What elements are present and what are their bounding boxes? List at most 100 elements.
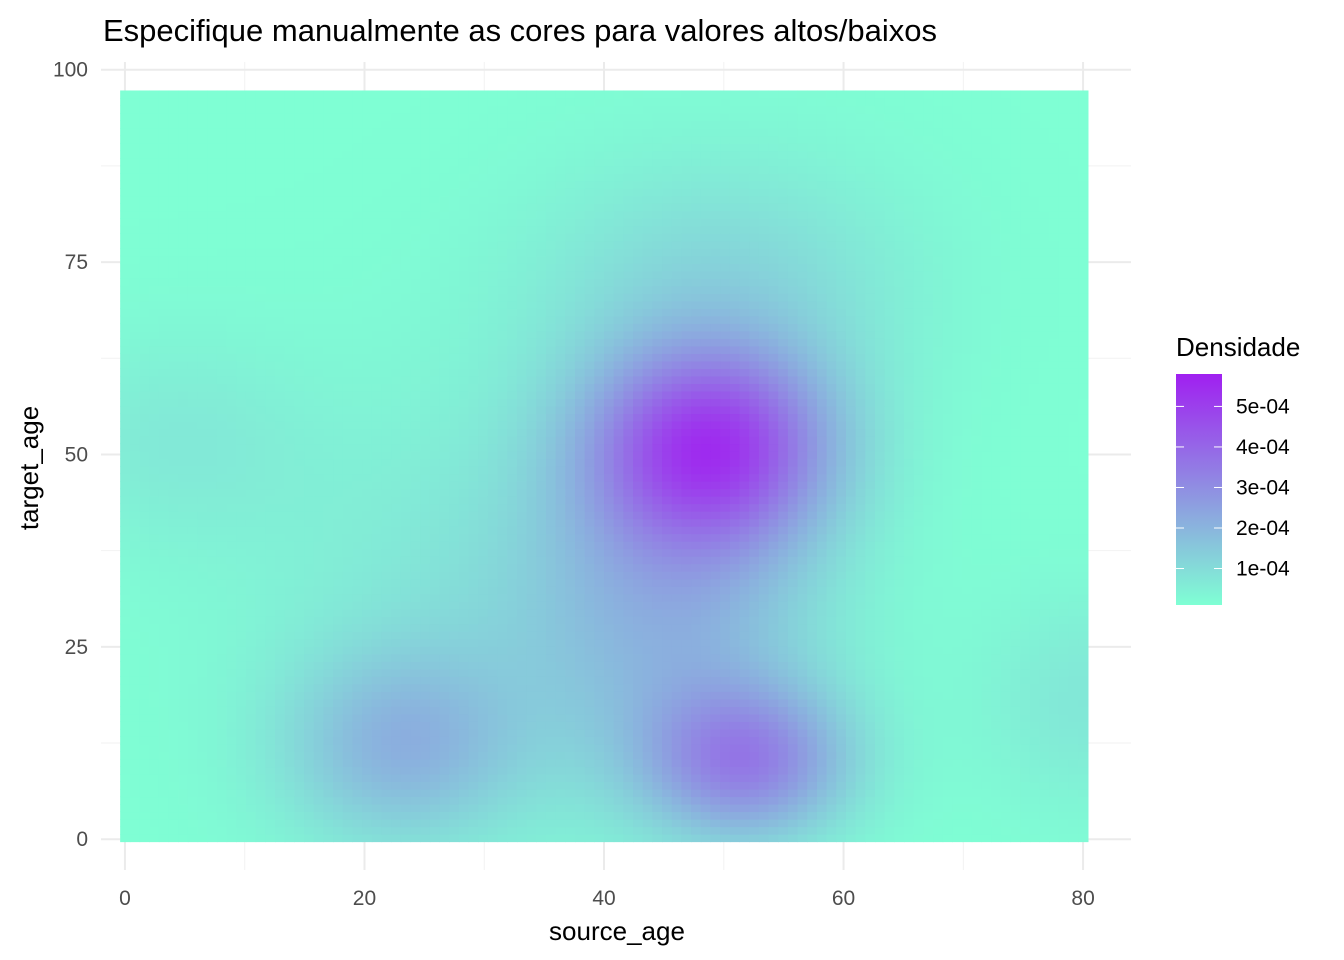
heatmap-tile (497, 713, 508, 722)
heatmap-tile (526, 450, 537, 460)
heatmap-tile (381, 428, 392, 437)
heatmap-tile (381, 826, 392, 835)
heatmap-tile (526, 653, 537, 662)
heatmap-tile (536, 766, 547, 775)
heatmap-tile (439, 165, 450, 174)
heatmap-tile (245, 375, 257, 384)
heatmap-tile (168, 270, 179, 279)
heatmap-tile (400, 255, 412, 264)
heatmap-tile (265, 826, 276, 835)
heatmap-tile (120, 233, 131, 242)
heatmap-tile (168, 661, 179, 670)
heatmap-tile (458, 435, 470, 445)
heatmap-tile (429, 188, 441, 197)
heatmap-tile (458, 571, 470, 580)
heatmap-tile (410, 105, 421, 114)
heatmap-tile (313, 420, 324, 430)
heatmap-tile (410, 638, 421, 647)
heatmap-tile (468, 338, 479, 347)
heatmap-tile (536, 360, 547, 369)
heatmap-tile (478, 323, 489, 332)
heatmap-tile (352, 150, 363, 159)
heatmap-tile (216, 158, 228, 167)
heatmap-tile (129, 834, 141, 843)
heatmap-tile (536, 383, 547, 392)
heatmap-tile (236, 97, 247, 107)
heatmap-tile (216, 601, 228, 610)
heatmap-tile (120, 143, 131, 152)
heatmap-tile (468, 563, 479, 572)
heatmap-tile (294, 578, 305, 587)
heatmap-tile (120, 158, 131, 167)
heatmap-tile (362, 143, 373, 152)
heatmap-tile (507, 511, 518, 520)
heatmap-tile (149, 293, 160, 302)
heatmap-tile (294, 398, 305, 407)
heatmap-tile (294, 518, 305, 527)
heatmap-tile (216, 819, 228, 828)
heatmap-tile (478, 143, 489, 152)
heatmap-tile (478, 819, 489, 828)
heatmap-tile (245, 428, 257, 437)
heatmap-tile (391, 248, 402, 257)
heatmap-tile (323, 345, 334, 354)
heatmap-tile (236, 293, 247, 302)
heatmap-tile (313, 428, 324, 437)
heatmap-tile (526, 578, 537, 587)
heatmap-tile (584, 488, 595, 497)
heatmap-tile (400, 345, 412, 354)
heatmap-tile (352, 601, 363, 610)
heatmap-tile (294, 405, 305, 415)
heatmap-tile (410, 646, 421, 655)
heatmap-tile (207, 661, 218, 670)
heatmap-tile (149, 766, 160, 775)
heatmap-tile (545, 105, 557, 114)
heatmap-tile (381, 225, 392, 234)
heatmap-tile (536, 533, 547, 542)
heatmap-tile (333, 255, 344, 264)
heatmap-tile (342, 736, 354, 745)
heatmap-tile (391, 143, 402, 152)
heatmap-tile (371, 698, 383, 707)
heatmap-tile (158, 819, 170, 828)
heatmap-tile (178, 353, 189, 362)
heatmap-tile (439, 233, 450, 242)
heatmap-tile (265, 556, 276, 565)
heatmap-tile (429, 578, 441, 587)
heatmap-tile (120, 466, 131, 475)
heatmap-tile (129, 285, 141, 294)
heatmap-tile (265, 788, 276, 798)
heatmap-tile (304, 210, 315, 219)
heatmap-tile (149, 826, 160, 835)
heatmap-tile (420, 240, 431, 249)
heatmap-tile (226, 405, 237, 415)
heatmap-tile (468, 428, 479, 437)
heatmap-tile (381, 203, 392, 212)
heatmap-tile (478, 533, 489, 542)
heatmap-tile (207, 548, 218, 557)
heatmap-tile (420, 458, 431, 467)
heatmap-tile (516, 743, 528, 752)
heatmap-tile (342, 518, 354, 527)
heatmap-tile (391, 173, 402, 182)
heatmap-tile (342, 541, 354, 550)
heatmap-tile (507, 661, 518, 670)
heatmap-tile (304, 285, 315, 294)
heatmap-tile (400, 225, 412, 234)
heatmap-tile (391, 721, 402, 730)
heatmap-tile (187, 120, 199, 129)
heatmap-tile (545, 563, 557, 572)
heatmap-tile (313, 819, 324, 828)
heatmap-tile (555, 143, 566, 152)
heatmap-tile (565, 233, 576, 242)
heatmap-tile (158, 676, 170, 685)
heatmap-tile (594, 571, 605, 580)
heatmap-tile (439, 420, 450, 430)
heatmap-tile (187, 608, 199, 617)
heatmap-tile (187, 375, 199, 384)
heatmap-tile (594, 758, 605, 768)
heatmap-tile (507, 338, 518, 347)
heatmap-tile (478, 368, 489, 377)
heatmap-tile (507, 736, 518, 745)
heatmap-tile (207, 496, 218, 505)
